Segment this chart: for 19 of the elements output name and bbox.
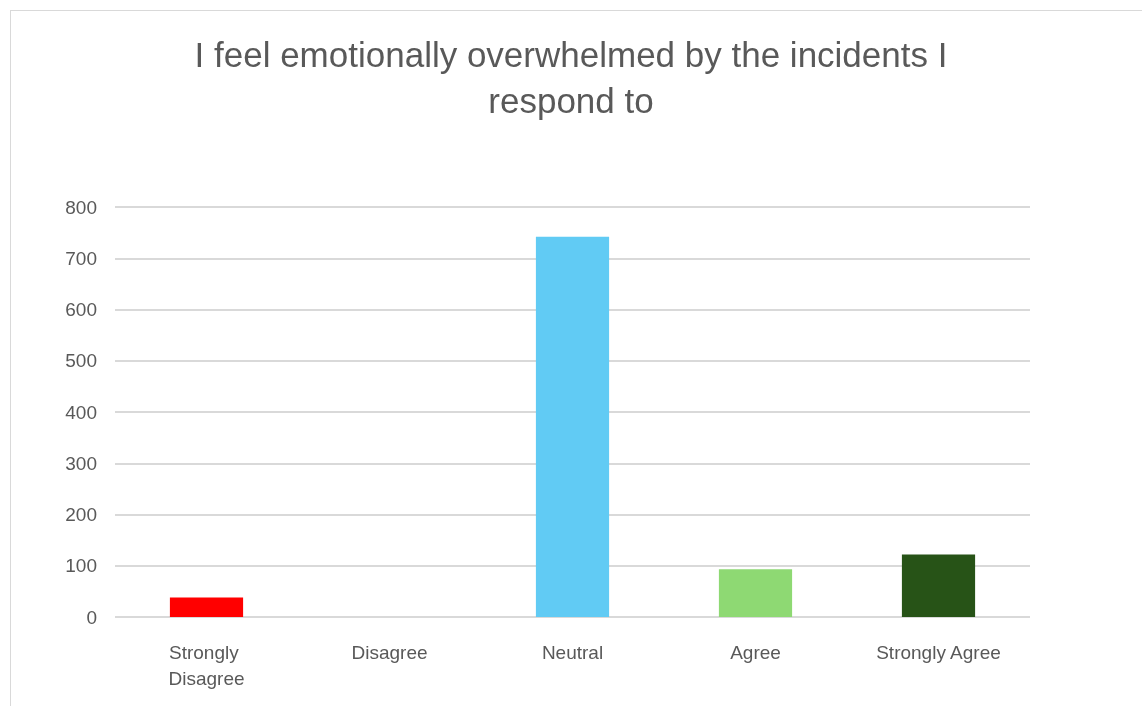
y-tick-label: 0 bbox=[86, 606, 97, 628]
bar bbox=[718, 569, 793, 617]
chart-title: I feel emotionally overwhelmed by the incidents I respond to bbox=[193, 34, 949, 122]
y-tick-label: 600 bbox=[65, 299, 97, 320]
x-tick-label: Neutral bbox=[541, 641, 604, 663]
x-tick-label: Strongly Disagree bbox=[168, 641, 245, 689]
y-tick-label: 200 bbox=[65, 504, 97, 525]
y-tick-label: 500 bbox=[65, 350, 97, 372]
y-tick-label: 800 bbox=[65, 196, 97, 218]
x-tick-label: Agree bbox=[730, 641, 781, 663]
y-tick-label: 300 bbox=[65, 452, 97, 474]
y-tick-label: 100 bbox=[65, 555, 97, 577]
bar bbox=[169, 597, 244, 617]
bar bbox=[901, 554, 976, 617]
y-tick-label: 400 bbox=[65, 401, 97, 423]
bar bbox=[535, 236, 610, 617]
x-tick-label: Strongly Agree bbox=[876, 641, 1001, 663]
x-tick-label: Disagree bbox=[351, 641, 428, 663]
y-tick-label: 700 bbox=[65, 247, 97, 269]
